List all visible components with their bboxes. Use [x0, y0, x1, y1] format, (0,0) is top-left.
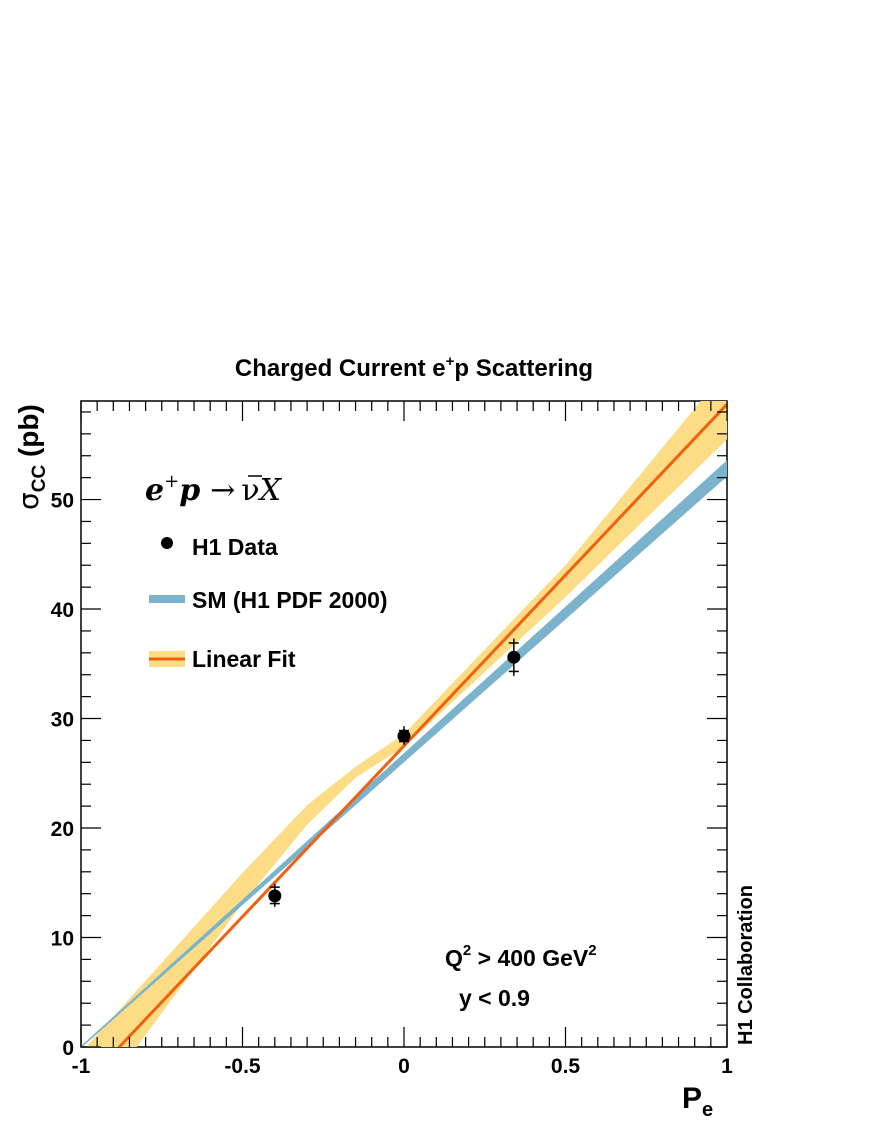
y-tick-label: 0: [62, 1037, 74, 1060]
legend-fit-label: Linear Fit: [192, 646, 296, 672]
y-tick-label: 10: [51, 928, 74, 951]
data-point: [507, 650, 521, 664]
y-tick-label: 40: [51, 599, 74, 622]
y-tick-label: 20: [51, 818, 74, 841]
collaboration-label: H1 Collaboration: [735, 885, 757, 1045]
process-label: e+p → νX: [145, 471, 283, 508]
sm-prediction-band: [81, 460, 727, 1047]
legend-marker-data: [161, 537, 173, 549]
axis-ticks: [80, 401, 728, 1048]
legend-data-label: H1 Data: [192, 534, 278, 560]
x-axis-label: Pe: [682, 1082, 713, 1121]
x-tick-label: 0.5: [551, 1055, 581, 1078]
x-tick-label: 1: [721, 1055, 733, 1078]
y-axis-label: σCC (pb): [12, 404, 50, 510]
data-points-layer: [268, 638, 521, 907]
fit-error-band: [85, 401, 727, 1047]
y-tick-label: 50: [51, 490, 74, 513]
y-cut-label: y < 0.9: [459, 985, 530, 1011]
fit-line: [117, 403, 727, 1047]
data-point: [397, 729, 411, 743]
y-tick-label: 30: [51, 709, 74, 732]
x-tick-label: 0: [398, 1055, 410, 1078]
x-tick-label: -1: [72, 1055, 91, 1078]
bands-layer: [81, 401, 727, 1047]
chart-title: Charged Current e+p Scattering: [235, 353, 593, 382]
legend-sm-label: SM (H1 PDF 2000): [192, 587, 388, 613]
data-point: [268, 889, 282, 903]
q2-cut-label: Q2 > 400 GeV2: [445, 942, 597, 971]
x-tick-label: -0.5: [224, 1055, 261, 1078]
